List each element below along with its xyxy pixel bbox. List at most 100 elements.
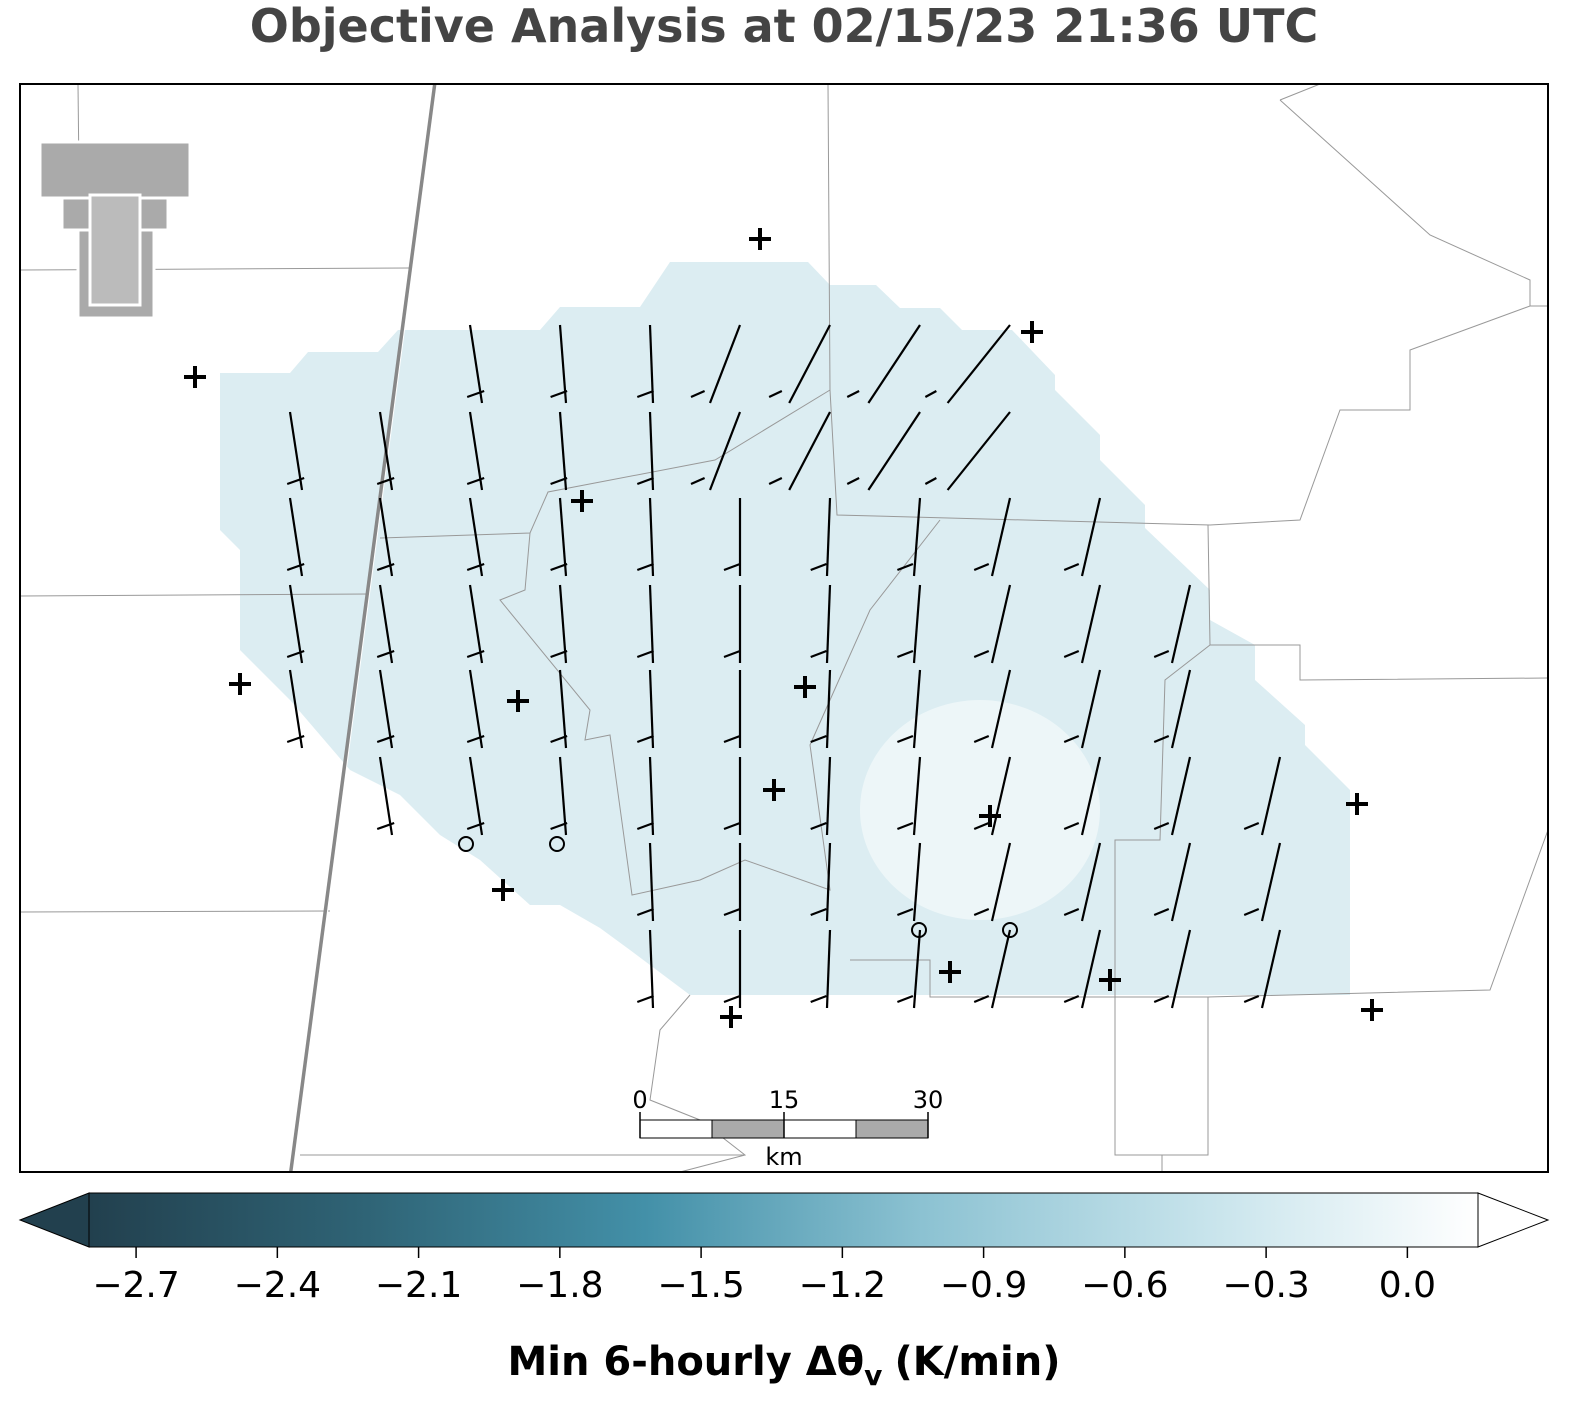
barb-flag [466,649,485,659]
barb-flag [897,994,914,1004]
barb-flag [768,477,783,485]
barb-flag [1153,907,1170,917]
barb-shaft [288,669,304,749]
barb-flag [286,649,305,659]
barb-flag [810,649,827,659]
barb-flag [1153,734,1170,744]
barb-flag [973,562,990,572]
station-calm [549,836,565,852]
barb-flag [550,821,568,831]
barb-flag [723,821,741,831]
barb-shaft [912,842,922,922]
station-plus [571,490,593,512]
barb-shaft [912,929,922,1009]
barb-shaft [867,324,921,404]
barb-flag [924,477,937,485]
barb-shaft [558,324,568,404]
scale-tick-label: 30 [913,1086,944,1114]
barb-flag [897,649,914,659]
station-plus [1099,969,1121,991]
barb-flag [466,389,485,399]
label-main: Min 6-hourly Δθ [508,1339,865,1385]
barb-shaft [648,929,655,1009]
colorbar-tick-label: −0.6 [1081,1265,1168,1306]
colorbar-tick-label: −0.9 [940,1265,1027,1306]
barb-flag [1063,734,1080,744]
barb-shaft [558,411,568,491]
barb-flag [1243,994,1260,1004]
colorbar-label: Min 6-hourly Δθv (K/min) [508,1339,1061,1392]
barb-shaft [558,584,568,664]
barb-flag [897,907,914,917]
barb-shaft [1170,842,1192,922]
station-plus [794,676,816,698]
barb-flag [636,907,654,917]
barb-shaft [648,584,655,664]
barb-flag [973,907,990,917]
barb-flag [1153,994,1170,1004]
barb-flag [286,562,305,572]
colorbar-extend-high [1477,1192,1550,1248]
barb-flag [973,649,990,659]
barb-shaft [1080,584,1102,664]
barb-shaft [378,756,394,836]
barb-shaft [825,929,832,1009]
barb-shaft [288,411,304,491]
barb-shaft [468,584,484,664]
barb-shaft [825,669,832,749]
barb-shaft [288,497,304,577]
colorbar: −2.7 −2.4 −2.1 −1.8 −1.5 −1.2 −0.9 −0.6 −0.3 0.0 [18,1192,1550,1306]
barb-shaft [825,497,832,577]
barb-shaft [825,756,832,836]
barb-shaft [648,411,655,491]
station-plus [492,879,514,901]
station-plus [507,690,529,712]
barb-shaft [468,411,484,491]
label-subscript: v [864,1359,882,1392]
barb-flag [466,734,485,744]
barb-shaft [648,497,655,577]
label-suffix: (K/min) [894,1339,1060,1385]
barb-shaft [990,756,1012,836]
barb-flag [550,562,568,572]
barb-shaft [1080,842,1102,922]
barb-shaft [788,324,831,404]
barb-flag [810,907,827,917]
boundaries [19,83,1549,1173]
barb-flag [897,734,914,744]
barb-shaft [825,842,832,922]
colorbar-tick-label: −1.5 [657,1265,744,1306]
barb-shaft [288,584,304,664]
barb-shaft [912,756,922,836]
barb-flag [466,562,485,572]
colorbar-tick-label: −1.2 [799,1265,886,1306]
barb-flag [376,649,395,659]
barb-shaft [912,584,922,664]
barb-shaft [1170,929,1192,1009]
barb-shaft [867,411,921,491]
barb-shaft [708,324,742,404]
scale-segment [639,1119,713,1139]
barb-shaft [378,497,394,577]
scale-segment [855,1119,929,1139]
barb-flag [636,649,654,659]
colorbar-body [88,1192,1479,1248]
barb-shaft [825,584,832,664]
scale-bar: 0 15 30 km [632,1086,943,1171]
barb-flag [636,476,654,486]
barb-shaft [558,756,568,836]
barb-shaft [468,669,484,749]
scale-tick-label: 0 [632,1086,647,1114]
barb-flag [376,562,395,572]
station-plus [184,366,206,388]
logo [38,140,192,320]
barb-shaft [990,584,1012,664]
colorbar-tick-label: −2.1 [375,1265,462,1306]
barb-flag [1243,821,1260,831]
colorbar-tick-label: −2.7 [92,1265,179,1306]
barb-shaft [1170,669,1192,749]
barb-flag [1063,649,1080,659]
barb-shaft [788,411,831,491]
barb-flag [723,994,741,1004]
barb-flag [1063,821,1080,831]
